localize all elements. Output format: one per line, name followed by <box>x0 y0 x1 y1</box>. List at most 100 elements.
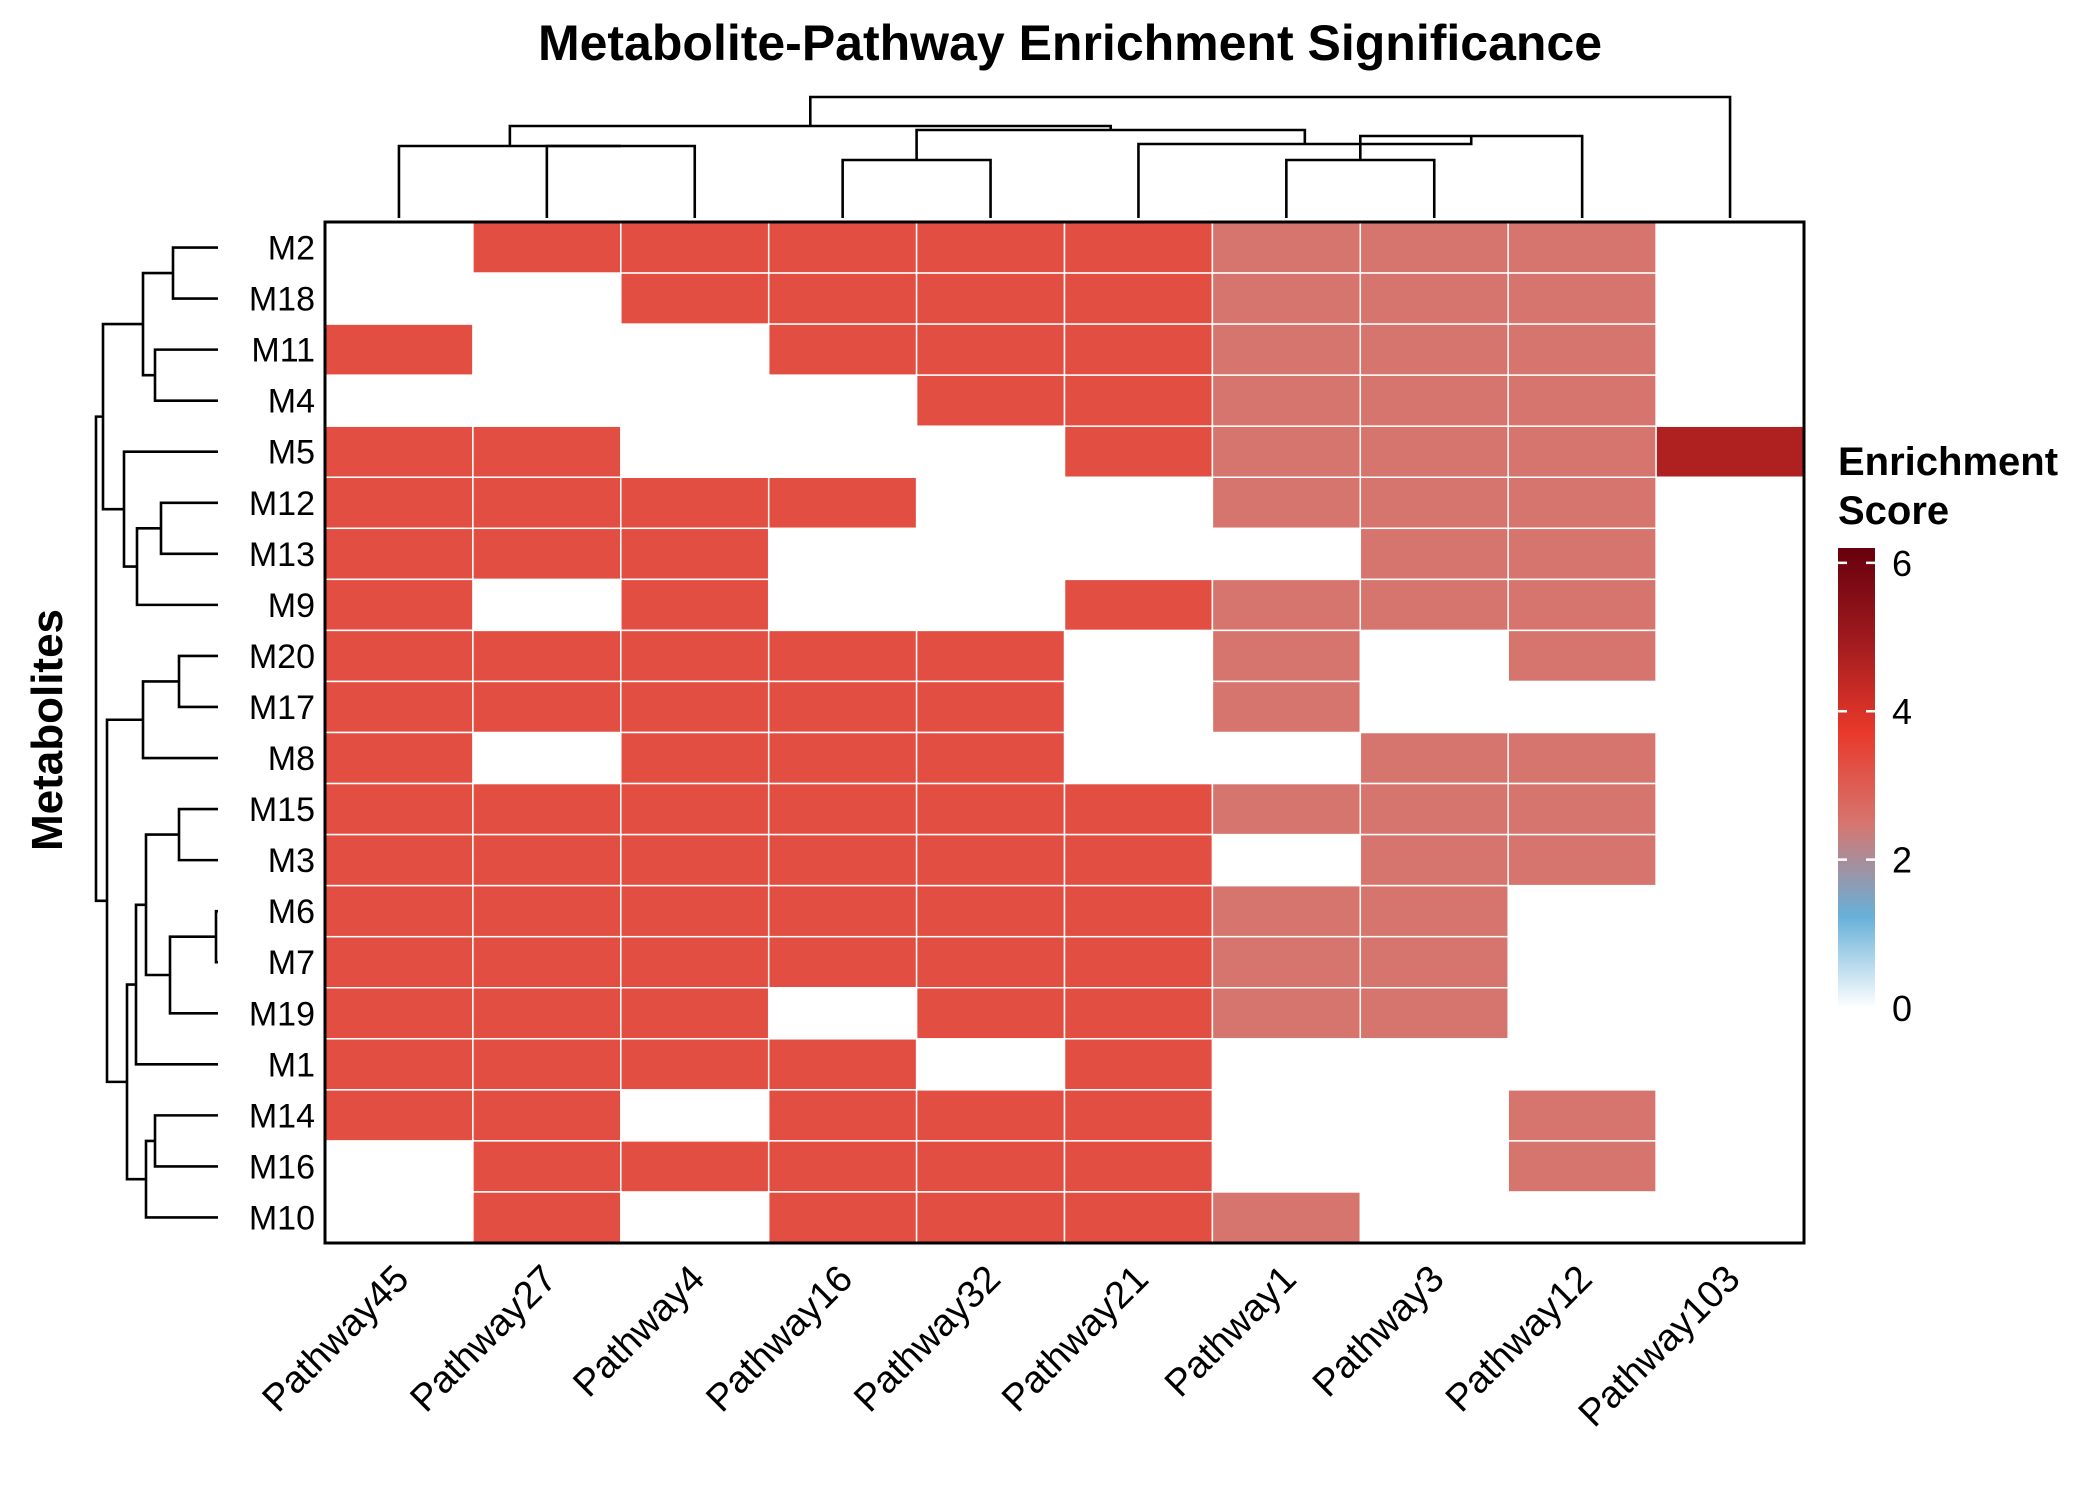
heatmap-cell <box>324 935 474 989</box>
row-dendrogram-link <box>94 415 107 903</box>
heatmap-cell <box>767 935 918 989</box>
heatmap-cell <box>1359 374 1509 427</box>
row-dendrogram-link <box>159 501 218 556</box>
heatmap-cell <box>1359 476 1509 530</box>
heatmap-cell <box>472 527 622 581</box>
legend-tick-label: 6 <box>1892 543 1912 584</box>
row-label: M2 <box>268 230 315 268</box>
row-label: M3 <box>268 842 315 880</box>
heatmap-cell <box>1211 782 1362 836</box>
row-dendrogram <box>94 246 218 1219</box>
heatmap-cell <box>915 629 1066 683</box>
heatmap-cell <box>1063 935 1214 989</box>
heatmap-cell <box>472 833 622 887</box>
row-label: M7 <box>268 944 315 982</box>
chart-title: Metabolite-Pathway Enrichment Significan… <box>538 15 1602 71</box>
heatmap-cell <box>620 731 770 785</box>
heatmap-cell <box>767 884 918 938</box>
row-label: M10 <box>249 1199 315 1237</box>
heatmap-cell <box>915 987 1066 1040</box>
heatmap-cell <box>1063 1089 1214 1142</box>
row-dendrogram-link <box>171 246 218 300</box>
row-label: M20 <box>249 638 315 676</box>
heatmap-cell <box>324 731 474 785</box>
heatmap-cell <box>1359 272 1509 325</box>
heatmap-cell <box>915 323 1066 376</box>
heatmap-cell <box>767 833 918 887</box>
heatmap-cell <box>915 935 1066 989</box>
heatmap-cell <box>1211 578 1362 632</box>
legend-ticks: 0 2 4 6 <box>1838 543 1912 1029</box>
heatmap-cell <box>1507 323 1657 376</box>
heatmap-cell <box>1211 1191 1362 1244</box>
heatmap-cell <box>767 221 918 274</box>
heatmap-cell <box>324 987 474 1040</box>
heatmap-cell <box>1507 476 1657 530</box>
legend-tick-label: 0 <box>1892 988 1912 1029</box>
row-label: M16 <box>249 1148 315 1186</box>
heatmap-cell <box>324 1038 474 1091</box>
heatmap-cell <box>915 782 1066 836</box>
column-label: Pathway21 <box>994 1258 1157 1421</box>
heatmap-cell <box>324 680 474 734</box>
heatmap-cell <box>1507 527 1657 581</box>
heatmap-cell <box>620 833 770 887</box>
row-label: M9 <box>268 587 315 625</box>
row-dendrogram-link <box>135 527 218 607</box>
heatmap-border <box>323 220 1806 1245</box>
heatmap-cell <box>1063 323 1214 376</box>
column-dendrogram-link <box>1285 158 1436 218</box>
heatmap-cells <box>324 221 1805 1244</box>
heatmap-cell <box>324 425 474 479</box>
row-dendrogram-link <box>153 348 218 402</box>
heatmap-cell <box>1507 578 1657 632</box>
heatmap-cell <box>915 884 1066 938</box>
heatmap-cell <box>472 884 622 938</box>
heatmap-cell <box>1359 884 1509 938</box>
row-labels: M2 M18 M11 M4 M5 M12 M13 M9 M20 M17 M8 M15 M3 M6 M7 M19… <box>249 230 315 1238</box>
heatmap-cell <box>915 833 1066 887</box>
heatmap-cell <box>1507 782 1657 836</box>
heatmap-cell <box>767 476 918 530</box>
column-label: Pathway4 <box>565 1258 713 1406</box>
heatmap-cell <box>324 884 474 938</box>
heatmap-cell <box>1507 1140 1657 1193</box>
heatmap-cell <box>767 323 918 376</box>
column-label: Pathway32 <box>846 1258 1009 1421</box>
heatmap-cell <box>1507 272 1657 325</box>
heatmap-cell <box>620 476 770 530</box>
heatmap-cell <box>1359 833 1509 887</box>
heatmap-cell <box>1063 1140 1214 1193</box>
heatmap-cell <box>1359 935 1509 989</box>
heatmap-cell <box>324 476 474 530</box>
column-label: Pathway3 <box>1305 1258 1453 1406</box>
heatmap-cell <box>324 578 474 632</box>
heatmap-cell <box>620 221 770 274</box>
heatmap-cell <box>1063 1038 1214 1091</box>
heatmap-cell <box>1359 323 1509 376</box>
heatmap-cell <box>472 1140 622 1193</box>
row-label: M14 <box>249 1097 315 1135</box>
heatmap-cell <box>620 629 770 683</box>
heatmap-cell <box>1211 935 1362 989</box>
legend-title-line2: Score <box>1838 489 1949 533</box>
row-dendrogram-link <box>168 935 218 1015</box>
heatmap-cell <box>472 629 622 683</box>
legend-tick-label: 4 <box>1892 691 1912 732</box>
heatmap-cell <box>915 272 1066 325</box>
heatmap-cell <box>1063 578 1214 632</box>
heatmap-cell <box>472 425 622 479</box>
column-label: Pathway103 <box>1571 1258 1749 1436</box>
heatmap-cell <box>1211 374 1362 427</box>
heatmap-cell <box>1063 221 1214 274</box>
column-dendrogram-link <box>1137 136 1473 218</box>
row-label: M5 <box>268 434 315 472</box>
row-label: M11 <box>251 332 315 370</box>
row-dendrogram-link <box>141 271 173 377</box>
heatmap-cell <box>1211 629 1362 683</box>
heatmap-cell <box>1359 987 1509 1040</box>
heatmap-cell <box>1655 425 1805 479</box>
heatmap-cell <box>1507 221 1657 274</box>
heatmap-cell <box>1359 782 1509 836</box>
